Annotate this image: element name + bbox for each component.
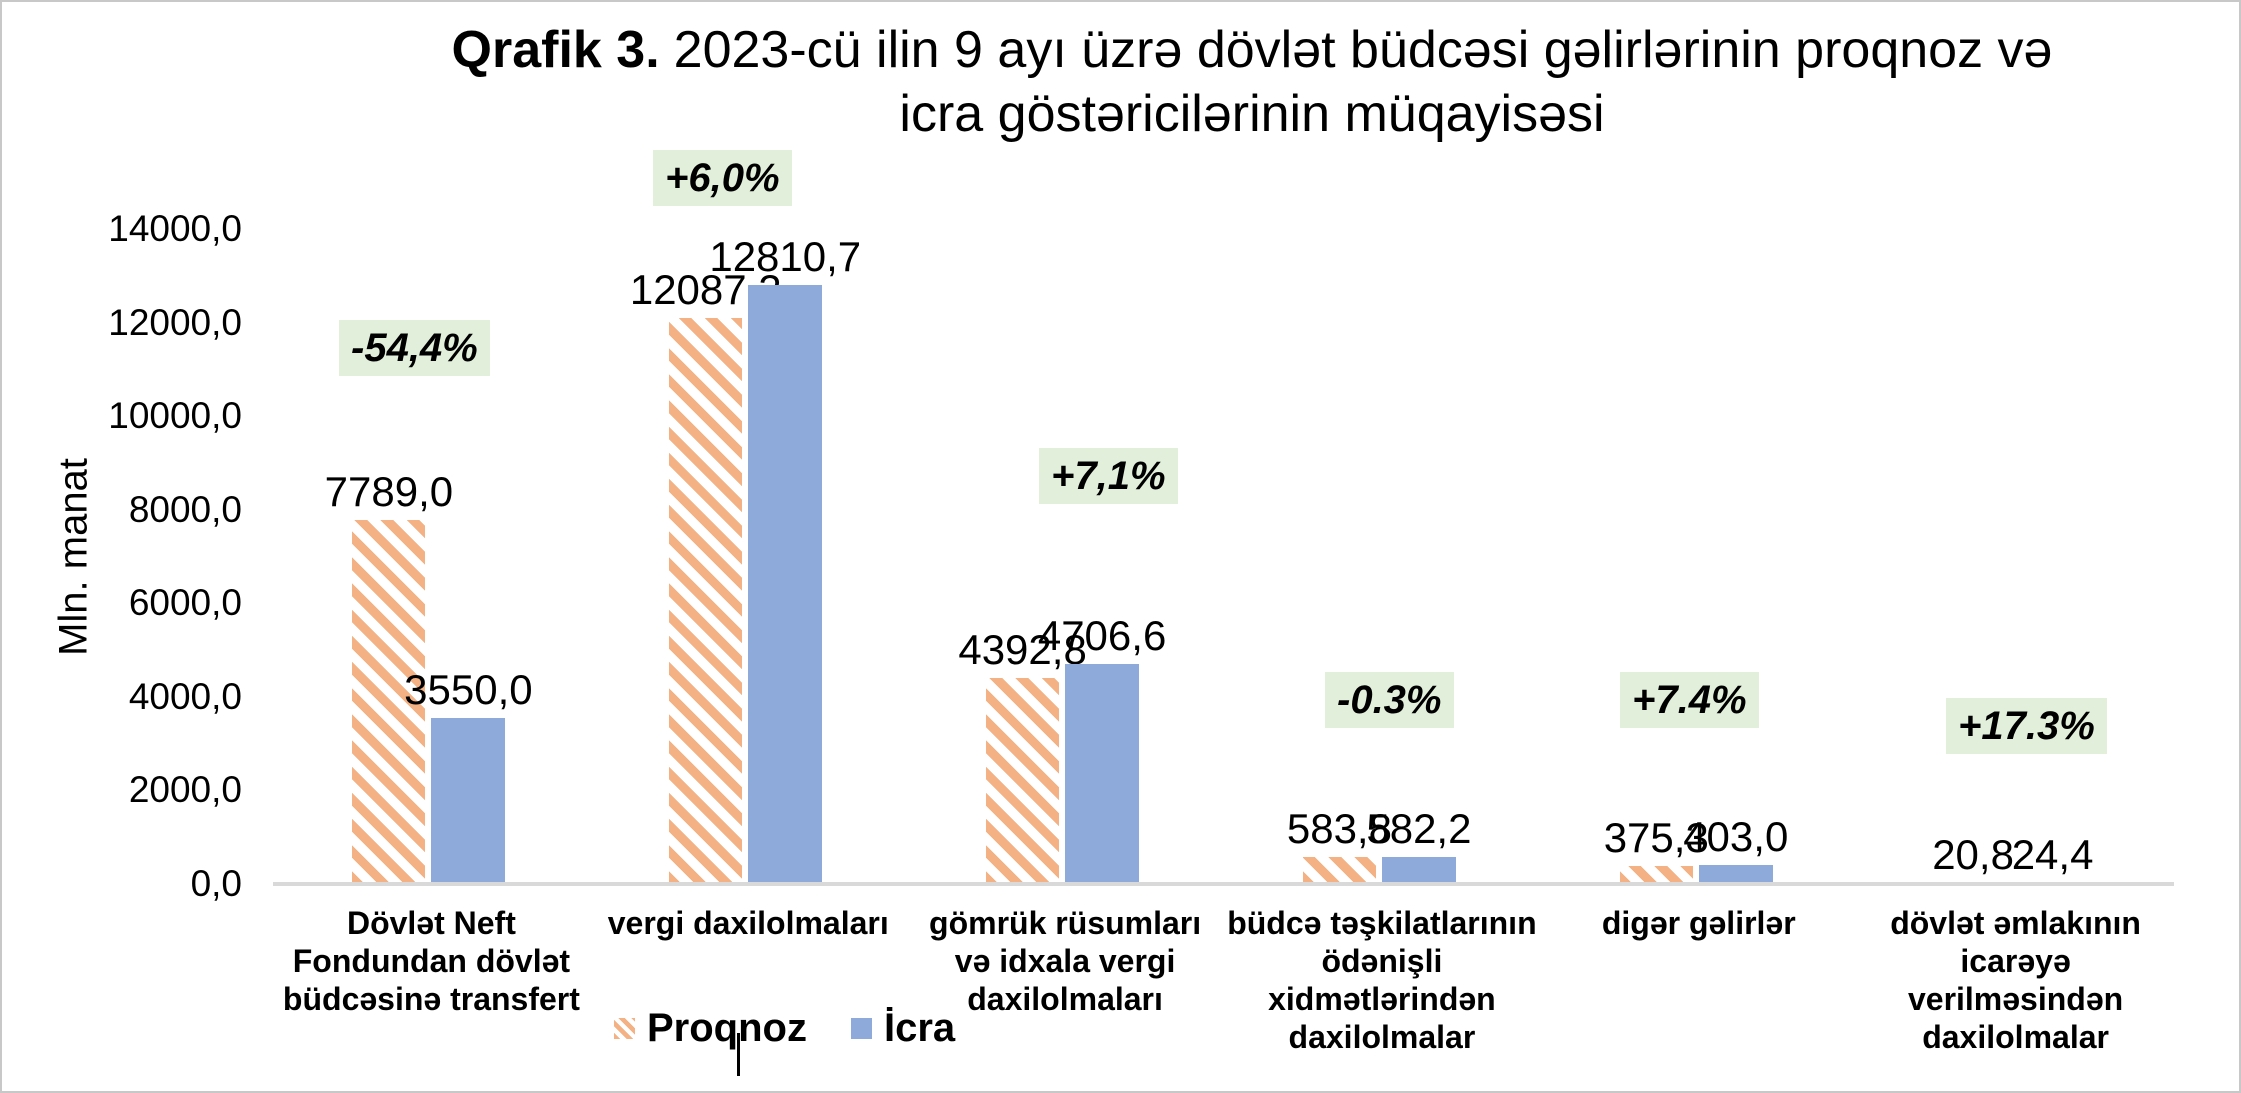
bar-icra [431, 717, 506, 884]
y-tick-label: 8000,0 [128, 488, 242, 530]
x-axis-line [273, 882, 2174, 886]
chart-title-line2: icra göstəricilərinin müqayisəsi [899, 85, 1605, 143]
category-label: büdcə təşkilatlarının ödənişli xidmətlər… [1227, 905, 1537, 1055]
chart-title: Qrafik 3. 2023-cü ilin 9 ayı üzrə dövlət … [302, 18, 2202, 146]
legend-label-proqnoz: Proqnoz [647, 1006, 807, 1050]
category-label: vergi daxilolmaları [607, 905, 889, 941]
bar-value-label: 3550,0 [404, 665, 533, 713]
bar-value-label: 24,4 [2011, 830, 2094, 878]
y-tick-label: 0,0 [190, 863, 242, 904]
legend-item-icra: İcra [850, 1004, 956, 1052]
category-label: gömrük rüsumları və idxala vergi daxilol… [929, 905, 1202, 1017]
delta-badge: +7.4% [1620, 672, 1759, 728]
y-tick-label: 14000,0 [108, 208, 242, 249]
delta-badge: -0.3% [1325, 672, 1454, 728]
category-label: dövlət əmlakının icarəyə verilməsindən d… [1890, 905, 2141, 1055]
bar-icra [748, 284, 823, 884]
bar-proqnoz [1619, 866, 1693, 884]
chart-title-line1-rest: 2023-cü ilin 9 ayı üzrə dövlət büdcəsi g… [673, 21, 2053, 79]
y-tick-label: 2000,0 [128, 769, 242, 811]
bar-proqnoz [1302, 856, 1376, 884]
bar-value-label: 403,0 [1683, 813, 1789, 861]
delta-badge: +7,1% [1039, 448, 1178, 504]
bar-value-label: 4706,6 [1037, 611, 1167, 659]
y-tick-label: 6000,0 [128, 582, 242, 624]
chart-title-line1: Qrafik 3. 2023-cü ilin 9 ayı üzrə dövlət … [302, 18, 2202, 82]
bar-value-label: 20,8 [1932, 831, 2014, 878]
bar-value-label: 12810,7 [709, 232, 862, 280]
bar-proqnoz [669, 318, 743, 884]
delta-badge: +6,0% [653, 150, 792, 206]
legend-label-icra: İcra [883, 1006, 956, 1050]
bar-proqnoz [986, 678, 1060, 884]
bar-icra [1381, 856, 1456, 884]
legend-item-proqnoz: Proqnoz [614, 1004, 807, 1052]
bar-value-label: 375,3 [1603, 814, 1709, 862]
icra-solid-swatch-icon [850, 1017, 872, 1039]
delta-badge: +17.3% [1946, 698, 2107, 754]
legend: Proqnoz İcra [614, 1004, 955, 1052]
proqnoz-hatched-swatch-icon [614, 1017, 635, 1039]
y-tick-label: 4000,0 [128, 675, 242, 717]
text-cursor [737, 1033, 740, 1076]
chart-title-prefix: Qrafik 3. [451, 21, 660, 79]
y-tick-label: 12000,0 [108, 301, 242, 343]
bar-value-label: 583,8 [1286, 804, 1392, 852]
bar-value-label: 582,2 [1366, 804, 1472, 852]
category-label: Dövlət Neft Fondundan dövlət büdcəsinə t… [282, 905, 580, 1017]
bar-icra [1698, 865, 1773, 884]
bar-value-label: 7789,0 [324, 467, 454, 515]
category-label: digər gəlirlər [1601, 905, 1796, 941]
bar-icra [1065, 663, 1140, 884]
bar-proqnoz [352, 519, 426, 884]
y-tick-label: 10000,0 [108, 395, 242, 437]
delta-badge: -54,4% [339, 320, 490, 376]
